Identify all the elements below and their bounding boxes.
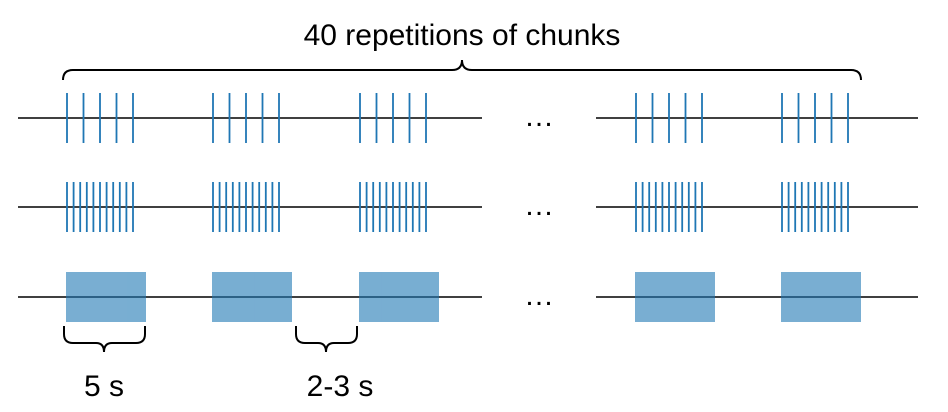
gap-brace (295, 326, 358, 353)
baselines (18, 117, 918, 298)
ellipsis-row-1: … (524, 100, 554, 133)
spike-chunk-row3-5 (781, 272, 861, 322)
spike-chunk-row2-1 (66, 182, 134, 232)
spike-chunk-row2-5 (781, 182, 849, 232)
diagram-title: 40 repetitions of chunks (304, 19, 621, 52)
spike-chunk-row3-1 (66, 272, 146, 322)
spike-chunk-row3-2 (212, 272, 292, 322)
spike-chunk-row1-1 (66, 93, 134, 143)
spike-chunk-row2-2 (212, 182, 280, 232)
ellipsis-row-3: … (524, 279, 554, 312)
gap-label: 2-3 s (307, 370, 374, 403)
spike-chunk-row1-2 (212, 93, 280, 143)
repetitions-brace (62, 59, 862, 81)
spike-chunk-row1-4 (635, 93, 703, 143)
duration-label: 5 s (84, 370, 124, 403)
ellipsis-row-2: … (524, 189, 554, 222)
spike-chunk-row3-3 (359, 272, 439, 322)
spike-chunk-row3-4 (635, 272, 715, 322)
spike-chunk-row2-3 (359, 182, 427, 232)
spike-chunk-row1-3 (359, 93, 427, 143)
duration-brace (63, 326, 146, 353)
spike-chunk-row2-4 (635, 182, 703, 232)
spike-chunk-row1-5 (781, 93, 849, 143)
spike-groups (66, 93, 861, 322)
